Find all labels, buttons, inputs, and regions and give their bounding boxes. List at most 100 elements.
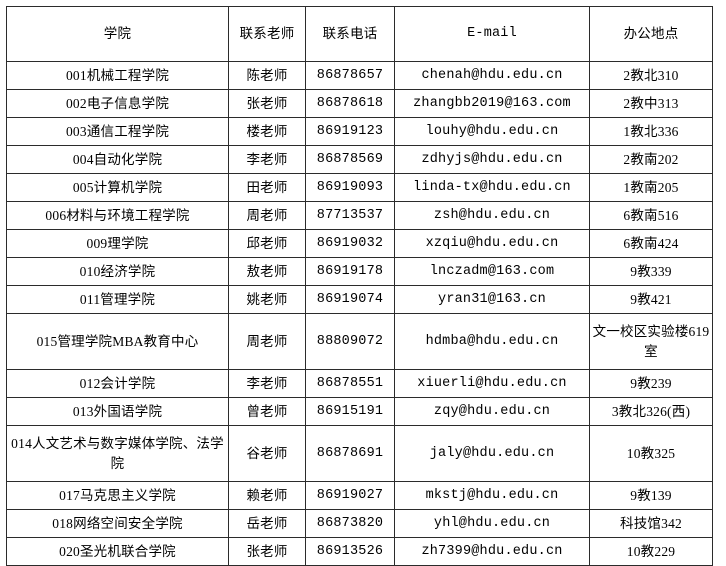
cell-office: 9教239 (589, 369, 713, 398)
cell-office: 6教南424 (589, 229, 713, 258)
table-row: 018网络空间安全学院 岳老师 86873820 yhl@hdu.edu.cn 科技馆3… (6, 509, 713, 538)
table-row: 002电子信息学院 张老师 86878618 zhangbb2019@163.com 2… (6, 89, 713, 118)
cell-teacher: 张老师 (228, 537, 306, 566)
cell-email: zdhyjs@hdu.edu.cn (394, 145, 590, 174)
table-row: 009理学院 邱老师 86919032 xzqiu@hdu.edu.cn 6教南424 (6, 229, 713, 258)
cell-college: 009理学院 (6, 229, 229, 258)
cell-email: xzqiu@hdu.edu.cn (394, 229, 590, 258)
cell-college: 001机械工程学院 (6, 61, 229, 90)
cell-phone: 86919027 (305, 481, 395, 510)
cell-college: 013外国语学院 (6, 397, 229, 426)
college-contact-table: 学院 联系老师 联系电话 E-mail 办公地点 001机械工程学院 陈老师 868… (6, 6, 713, 566)
table-row: 015管理学院MBA教育中心 周老师 88809072 hdmba@hdu.edu.c… (6, 313, 713, 370)
cell-phone: 88809072 (305, 313, 395, 370)
cell-teacher: 周老师 (228, 313, 306, 370)
cell-teacher: 张老师 (228, 89, 306, 118)
cell-email: louhy@hdu.edu.cn (394, 117, 590, 146)
cell-teacher: 赖老师 (228, 481, 306, 510)
cell-email: linda-tx@hdu.edu.cn (394, 173, 590, 202)
cell-teacher: 田老师 (228, 173, 306, 202)
table-row: 017马克思主义学院 赖老师 86919027 mkstj@hdu.edu.cn 9教1… (6, 481, 713, 510)
column-header-teacher: 联系老师 (228, 6, 306, 62)
cell-college: 011管理学院 (6, 285, 229, 314)
cell-phone: 86878569 (305, 145, 395, 174)
cell-teacher: 曾老师 (228, 397, 306, 426)
table-row: 001机械工程学院 陈老师 86878657 chenah@hdu.edu.cn 2教北… (6, 61, 713, 90)
cell-office: 1教南205 (589, 173, 713, 202)
cell-phone: 86878551 (305, 369, 395, 398)
cell-office: 文一校区实验楼619室 (589, 313, 713, 370)
cell-teacher: 楼老师 (228, 117, 306, 146)
table-row: 020圣光机联合学院 张老师 86913526 zh7399@hdu.edu.cn 10… (6, 537, 713, 566)
cell-office: 9教421 (589, 285, 713, 314)
table-row: 014人文艺术与数字媒体学院、法学院 谷老师 86878691 jaly@hdu.ed… (6, 425, 713, 482)
cell-office: 3教北326(西) (589, 397, 713, 426)
cell-college: 012会计学院 (6, 369, 229, 398)
cell-office: 9教339 (589, 257, 713, 286)
cell-teacher: 李老师 (228, 145, 306, 174)
cell-phone: 86878657 (305, 61, 395, 90)
table-row: 003通信工程学院 楼老师 86919123 louhy@hdu.edu.cn 1教北3… (6, 117, 713, 146)
cell-college: 015管理学院MBA教育中心 (6, 313, 229, 370)
cell-phone: 86919093 (305, 173, 395, 202)
cell-email: yhl@hdu.edu.cn (394, 509, 590, 538)
cell-email: jaly@hdu.edu.cn (394, 425, 590, 482)
cell-teacher: 岳老师 (228, 509, 306, 538)
cell-teacher: 周老师 (228, 201, 306, 230)
cell-office: 6教南516 (589, 201, 713, 230)
cell-email: yran31@163.cn (394, 285, 590, 314)
column-header-office: 办公地点 (589, 6, 713, 62)
table-body: 001机械工程学院 陈老师 86878657 chenah@hdu.edu.cn 2教北… (6, 61, 713, 566)
cell-email: zhangbb2019@163.com (394, 89, 590, 118)
cell-office: 2教北310 (589, 61, 713, 90)
table-row: 013外国语学院 曾老师 86915191 zqy@hdu.edu.cn 3教北326(… (6, 397, 713, 426)
cell-phone: 86873820 (305, 509, 395, 538)
cell-teacher: 邱老师 (228, 229, 306, 258)
cell-phone: 86919074 (305, 285, 395, 314)
cell-college: 004自动化学院 (6, 145, 229, 174)
cell-email: hdmba@hdu.edu.cn (394, 313, 590, 370)
column-header-phone: 联系电话 (305, 6, 395, 62)
cell-teacher: 敖老师 (228, 257, 306, 286)
column-header-email: E-mail (394, 6, 590, 62)
table-header-row: 学院 联系老师 联系电话 E-mail 办公地点 (6, 6, 713, 62)
cell-college: 003通信工程学院 (6, 117, 229, 146)
table-header: 学院 联系老师 联系电话 E-mail 办公地点 (6, 6, 713, 62)
column-header-college: 学院 (6, 6, 229, 62)
cell-phone: 86915191 (305, 397, 395, 426)
cell-college: 010经济学院 (6, 257, 229, 286)
cell-teacher: 李老师 (228, 369, 306, 398)
cell-phone: 86913526 (305, 537, 395, 566)
cell-phone: 87713537 (305, 201, 395, 230)
cell-college: 005计算机学院 (6, 173, 229, 202)
table-row: 005计算机学院 田老师 86919093 linda-tx@hdu.edu.cn 1教… (6, 173, 713, 202)
table-row: 012会计学院 李老师 86878551 xiuerli@hdu.edu.cn 9教23… (6, 369, 713, 398)
cell-phone: 86919123 (305, 117, 395, 146)
cell-office: 10教229 (589, 537, 713, 566)
cell-email: zh7399@hdu.edu.cn (394, 537, 590, 566)
cell-college: 002电子信息学院 (6, 89, 229, 118)
cell-email: xiuerli@hdu.edu.cn (394, 369, 590, 398)
cell-email: lnczadm@163.com (394, 257, 590, 286)
cell-office: 1教北336 (589, 117, 713, 146)
table-row: 010经济学院 敖老师 86919178 lnczadm@163.com 9教339 (6, 257, 713, 286)
cell-email: mkstj@hdu.edu.cn (394, 481, 590, 510)
cell-email: chenah@hdu.edu.cn (394, 61, 590, 90)
table-row: 006材料与环境工程学院 周老师 87713537 zsh@hdu.edu.cn 6教南… (6, 201, 713, 230)
table-row: 004自动化学院 李老师 86878569 zdhyjs@hdu.edu.cn 2教南2… (6, 145, 713, 174)
cell-phone: 86878691 (305, 425, 395, 482)
cell-office: 9教139 (589, 481, 713, 510)
cell-college: 014人文艺术与数字媒体学院、法学院 (6, 425, 229, 482)
cell-email: zqy@hdu.edu.cn (394, 397, 590, 426)
cell-college: 020圣光机联合学院 (6, 537, 229, 566)
cell-office: 2教南202 (589, 145, 713, 174)
cell-email: zsh@hdu.edu.cn (394, 201, 590, 230)
cell-teacher: 谷老师 (228, 425, 306, 482)
cell-phone: 86919032 (305, 229, 395, 258)
contact-table-container: 学院 联系老师 联系电话 E-mail 办公地点 001机械工程学院 陈老师 868… (6, 6, 713, 566)
cell-college: 006材料与环境工程学院 (6, 201, 229, 230)
table-row: 011管理学院 姚老师 86919074 yran31@163.cn 9教421 (6, 285, 713, 314)
cell-phone: 86878618 (305, 89, 395, 118)
cell-office: 2教中313 (589, 89, 713, 118)
cell-office: 科技馆342 (589, 509, 713, 538)
